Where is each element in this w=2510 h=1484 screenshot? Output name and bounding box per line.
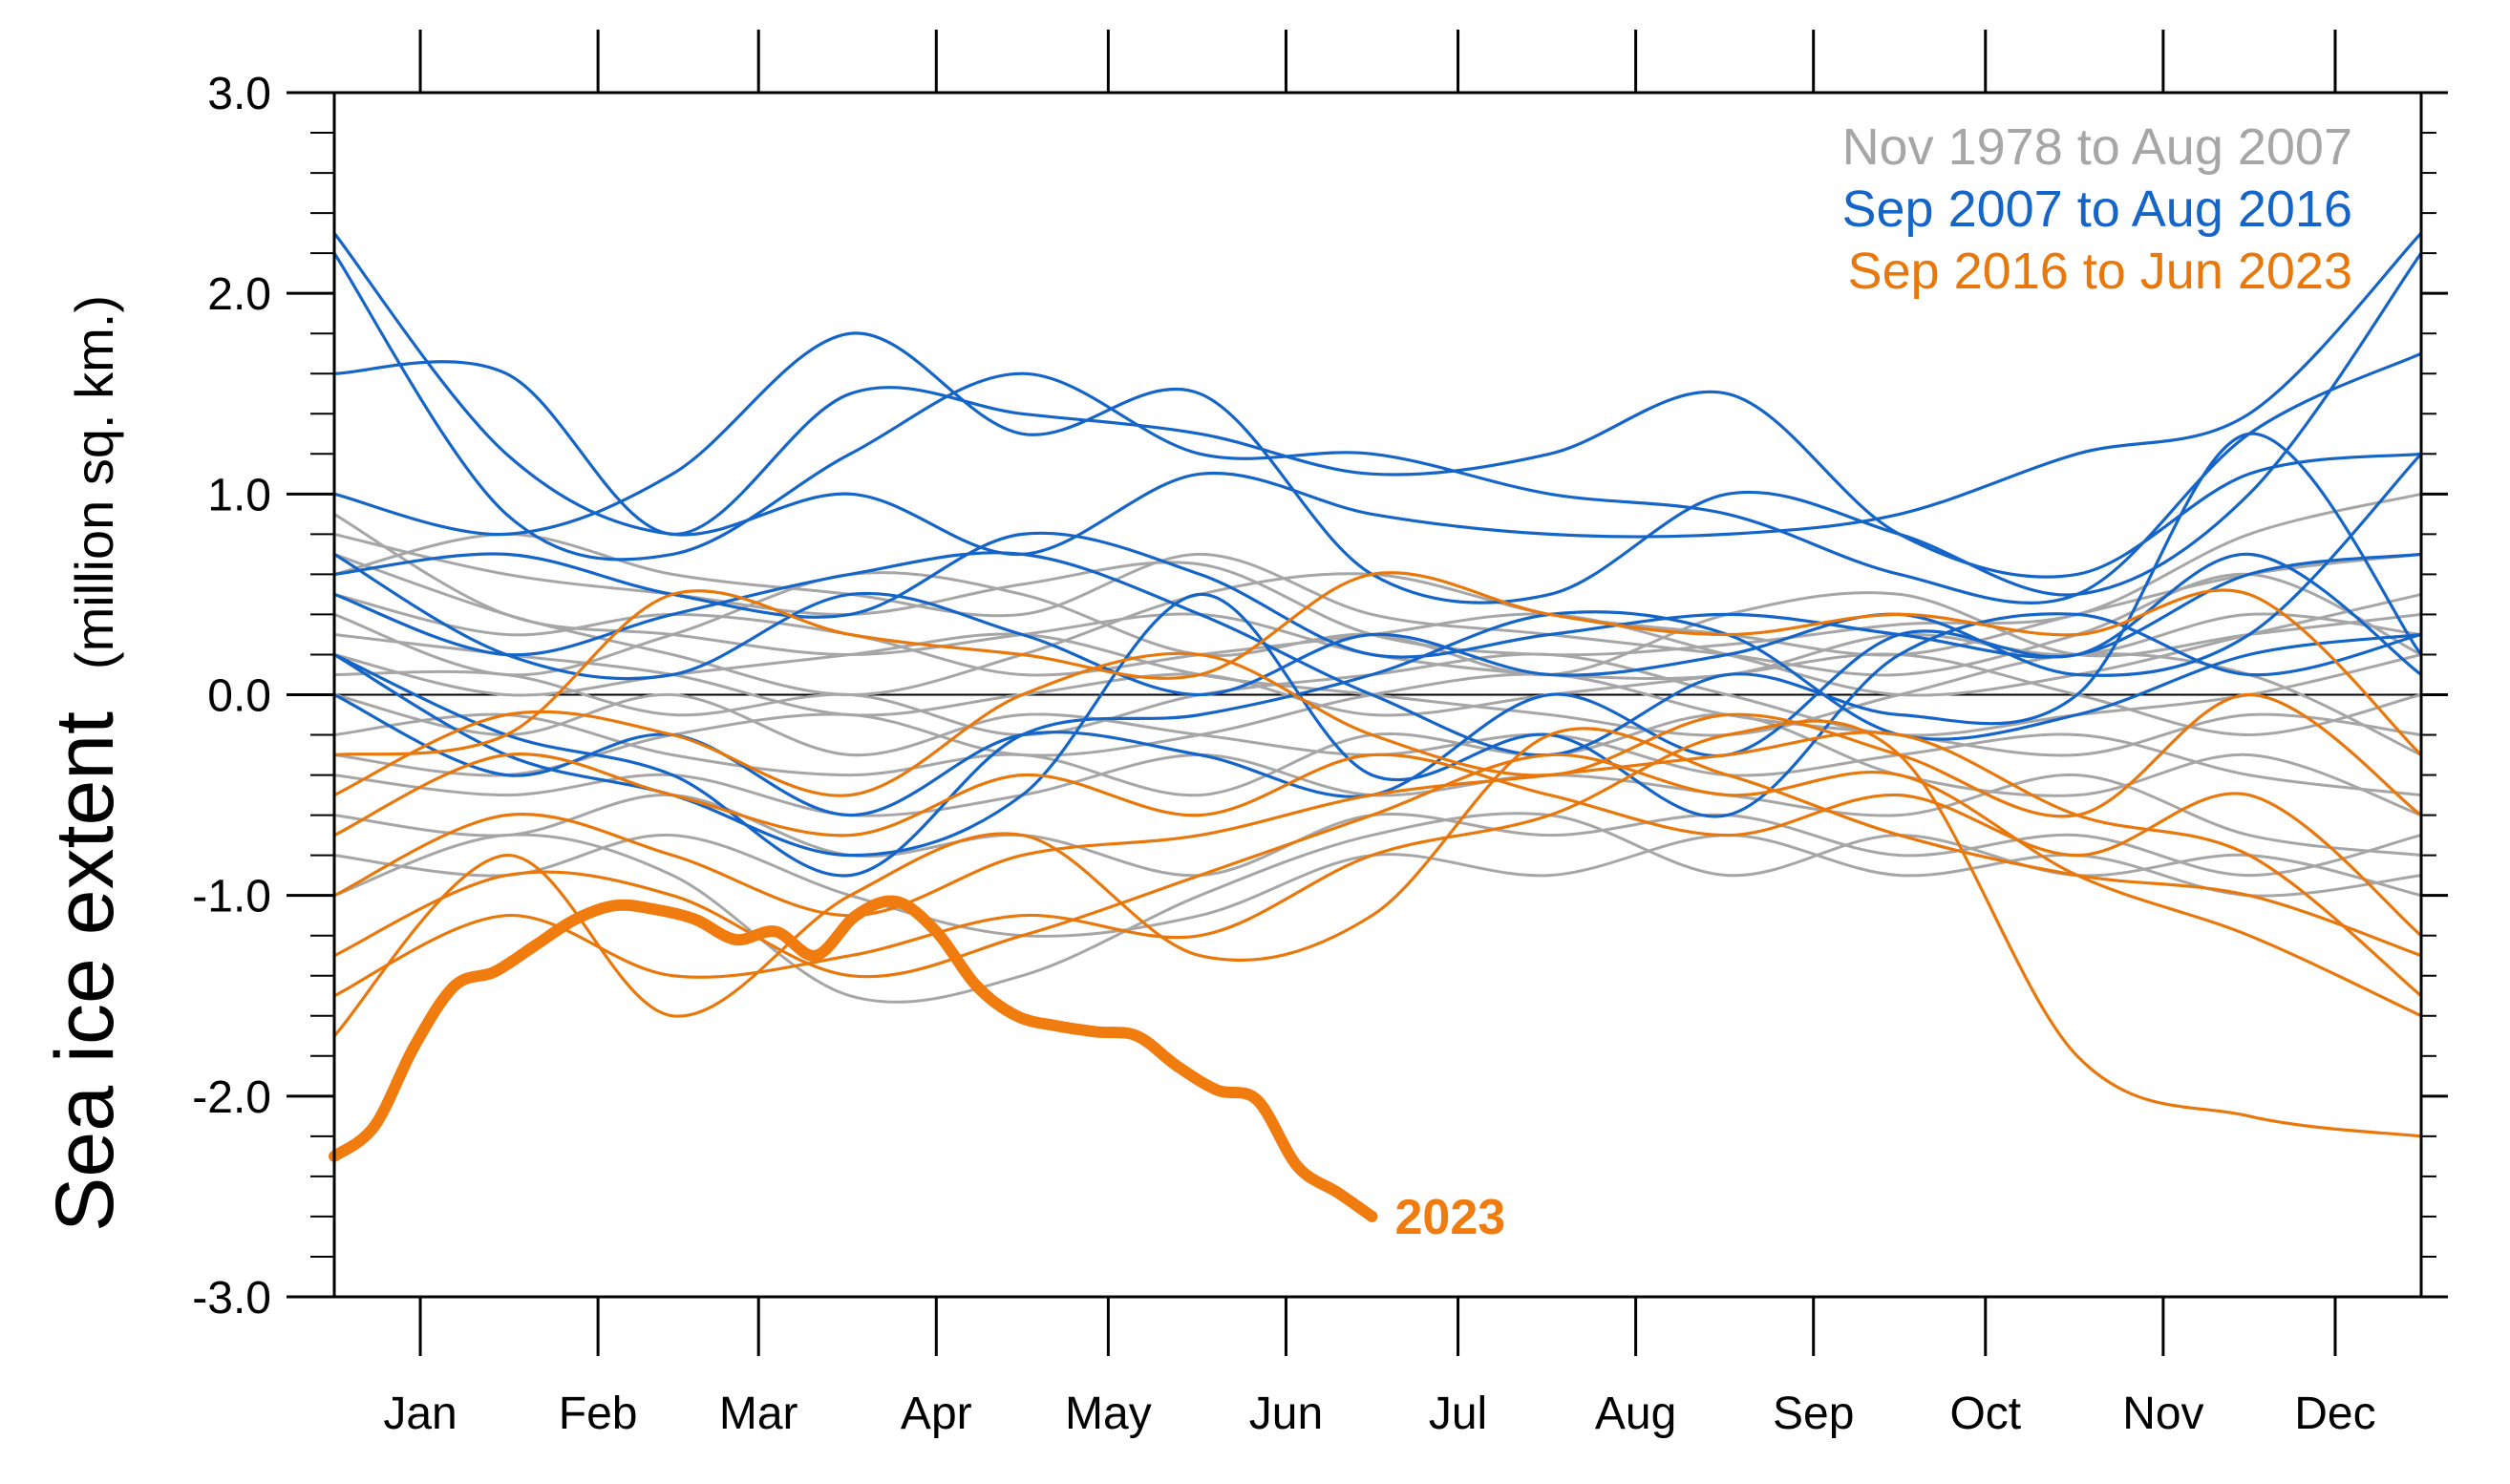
y-tick-label: -1.0 — [192, 872, 271, 922]
series-line-2-1 — [332, 231, 2423, 557]
legend-entry-2: Sep 2007 to Aug 2016 — [1842, 180, 2353, 238]
series-line-2-4 — [332, 251, 2423, 604]
series-line-2-2 — [332, 251, 2423, 605]
x-tick-label: Apr — [901, 1389, 972, 1439]
series-group-2016-2023 — [332, 571, 2423, 1138]
series-line-3-1 — [332, 571, 2423, 757]
x-tick-label: Sep — [1773, 1389, 1854, 1439]
series-line-2-9 — [332, 452, 2423, 697]
series-line-3-3 — [332, 753, 2423, 938]
x-tick-label: Mar — [719, 1389, 798, 1439]
x-axis-ticks: Jan Feb Mar Apr May Jun Jul Aug Sep Oct Nov Dec — [383, 30, 2376, 1439]
series-line-2-10 — [332, 610, 2423, 878]
y-axis-title: Sea ice extent (million sq. km.) — [39, 295, 131, 1232]
x-tick-label: Dec — [2294, 1389, 2375, 1439]
x-tick-label: Jul — [1429, 1389, 1487, 1439]
y-axis-label-units: (million sq. km.) — [64, 295, 124, 669]
y-tick-label: -2.0 — [192, 1072, 271, 1123]
y-tick-label: 3.0 — [207, 69, 271, 119]
x-tick-label: Feb — [559, 1389, 638, 1439]
x-tick-label: Oct — [1949, 1389, 2021, 1439]
series-line-3-2 — [332, 651, 2423, 818]
y-tick-label: 1.0 — [207, 470, 271, 520]
series-2023-highlight: 2023 — [329, 895, 1505, 1245]
x-tick-label: Aug — [1595, 1389, 1676, 1439]
series-line-3-6 — [332, 719, 2423, 1138]
y-tick-label: 2.0 — [207, 269, 271, 320]
series-2023-end-label: 2023 — [1394, 1190, 1505, 1245]
x-tick-label: Nov — [2122, 1389, 2203, 1439]
y-axis-label: Sea ice extent (million sq. km.) — [39, 295, 131, 1232]
series-line-2-3 — [332, 360, 2423, 579]
x-tick-label: May — [1065, 1389, 1152, 1439]
y-tick-label: 0.0 — [207, 671, 271, 722]
series-line-3-7 — [332, 727, 2423, 1038]
series-line-1-15 — [332, 672, 2423, 777]
y-axis-label-main: Sea ice extent — [39, 711, 131, 1232]
series-line-3-4 — [332, 731, 2423, 998]
series-line-2-7 — [332, 432, 2423, 757]
series-group-1978-2007 — [332, 492, 2423, 1004]
legend-entry-1: Nov 1978 to Aug 2007 — [1842, 118, 2352, 176]
y-tick-label: -3.0 — [192, 1273, 271, 1324]
x-tick-label: Jun — [1249, 1389, 1323, 1439]
y-axis-ticks: 3.0 2.0 1.0 0.0 -1.0 -2.0 -3.0 — [192, 69, 2448, 1324]
series-line-2-5 — [332, 531, 2423, 659]
legend-entry-3: Sep 2016 to Jun 2023 — [1848, 243, 2352, 300]
x-tick-label: Jan — [383, 1389, 457, 1439]
series-line-2023 — [329, 895, 1378, 1222]
